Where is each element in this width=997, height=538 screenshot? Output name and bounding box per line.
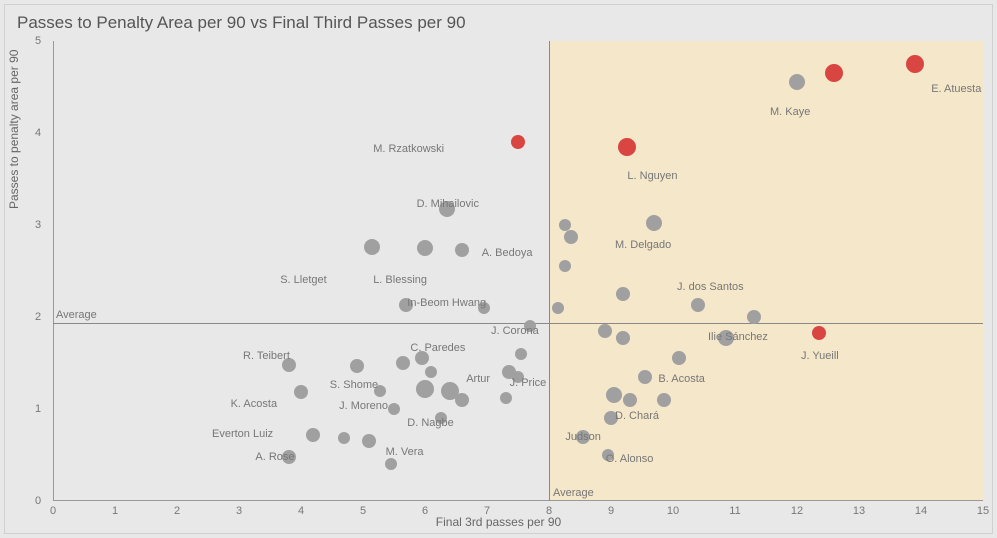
y-tick-label: 1 bbox=[35, 403, 41, 415]
data-point[interactable] bbox=[564, 230, 578, 244]
point-label: In-Beom Hwang bbox=[407, 297, 486, 309]
data-point[interactable] bbox=[515, 348, 527, 360]
point-label: S. Shome bbox=[330, 379, 378, 391]
x-tick-label: 0 bbox=[50, 505, 56, 517]
x-tick-label: 5 bbox=[360, 505, 366, 517]
data-point[interactable] bbox=[388, 403, 400, 415]
x-tick-label: 9 bbox=[608, 505, 614, 517]
avg-x-label: Average bbox=[553, 487, 594, 499]
x-tick-label: 13 bbox=[853, 505, 865, 517]
data-point[interactable] bbox=[616, 331, 630, 345]
data-point[interactable] bbox=[906, 55, 924, 73]
data-point[interactable] bbox=[825, 64, 843, 82]
data-point[interactable] bbox=[350, 359, 364, 373]
x-tick-label: 10 bbox=[667, 505, 679, 517]
point-label: S. Lletget bbox=[280, 274, 326, 286]
point-label: L. Nguyen bbox=[627, 170, 677, 182]
chart-title: Passes to Penalty Area per 90 vs Final T… bbox=[17, 13, 466, 33]
point-label: J. Corona bbox=[491, 325, 539, 337]
avg-y-label: Average bbox=[56, 309, 97, 321]
data-point[interactable] bbox=[294, 385, 308, 399]
point-label: E. Atuesta bbox=[931, 83, 981, 95]
data-point[interactable] bbox=[598, 324, 612, 338]
data-point[interactable] bbox=[417, 240, 433, 256]
point-label: Artur bbox=[466, 373, 490, 385]
point-label: A. Bedoya bbox=[482, 247, 533, 259]
x-tick-label: 11 bbox=[729, 505, 740, 517]
x-tick-label: 7 bbox=[484, 505, 490, 517]
data-point[interactable] bbox=[416, 380, 434, 398]
data-point[interactable] bbox=[623, 393, 637, 407]
x-tick-label: 8 bbox=[546, 505, 552, 517]
point-label: A. Rose bbox=[255, 451, 294, 463]
data-point[interactable] bbox=[385, 458, 397, 470]
x-tick-label: 6 bbox=[422, 505, 428, 517]
data-point[interactable] bbox=[606, 387, 622, 403]
scatter-chart: Passes to Penalty Area per 90 vs Final T… bbox=[4, 4, 993, 534]
point-label: J. dos Santos bbox=[677, 281, 744, 293]
data-point[interactable] bbox=[455, 393, 469, 407]
point-label: C. Paredes bbox=[410, 342, 465, 354]
y-axis-label: Passes to penalty area per 90 bbox=[7, 50, 21, 209]
data-point[interactable] bbox=[646, 215, 662, 231]
data-point[interactable] bbox=[691, 298, 705, 312]
data-point[interactable] bbox=[306, 428, 320, 442]
point-label: Everton Luiz bbox=[212, 428, 273, 440]
point-label: M. Vera bbox=[386, 446, 424, 458]
data-point[interactable] bbox=[618, 138, 636, 156]
point-label: J. Moreno bbox=[339, 400, 388, 412]
data-point[interactable] bbox=[747, 310, 761, 324]
x-tick-label: 1 bbox=[112, 505, 118, 517]
highlight-band bbox=[549, 41, 983, 501]
x-tick-label: 2 bbox=[174, 505, 180, 517]
point-label: M. Kaye bbox=[770, 106, 810, 118]
plot-area: AverageAverage01234567891011121314150123… bbox=[53, 41, 983, 501]
point-label: K. Acosta bbox=[231, 398, 277, 410]
data-point[interactable] bbox=[812, 326, 826, 340]
y-tick-label: 2 bbox=[35, 311, 41, 323]
data-point[interactable] bbox=[364, 239, 380, 255]
x-tick-label: 4 bbox=[298, 505, 304, 517]
point-label: Ilie Sánchez bbox=[708, 331, 768, 343]
data-point[interactable] bbox=[396, 356, 410, 370]
data-point[interactable] bbox=[672, 351, 686, 365]
data-point[interactable] bbox=[559, 260, 571, 272]
point-label: R. Teibert bbox=[243, 350, 290, 362]
point-label: L. Blessing bbox=[373, 274, 427, 286]
data-point[interactable] bbox=[362, 434, 376, 448]
point-label: D. Chará bbox=[615, 410, 659, 422]
data-point[interactable] bbox=[657, 393, 671, 407]
avg-x-line bbox=[549, 41, 550, 501]
point-label: D. Mihailovic bbox=[417, 198, 479, 210]
point-label: B. Acosta bbox=[658, 373, 704, 385]
data-point[interactable] bbox=[500, 392, 512, 404]
data-point[interactable] bbox=[789, 74, 805, 90]
x-axis-line bbox=[53, 500, 983, 501]
x-tick-label: 15 bbox=[977, 505, 989, 517]
data-point[interactable] bbox=[338, 432, 350, 444]
y-tick-label: 5 bbox=[35, 35, 41, 47]
x-tick-label: 3 bbox=[236, 505, 242, 517]
point-label: D. Nagbe bbox=[407, 417, 453, 429]
point-label: J. Price bbox=[510, 377, 547, 389]
data-point[interactable] bbox=[425, 366, 437, 378]
point-label: O. Alonso bbox=[606, 453, 654, 465]
x-tick-label: 12 bbox=[791, 505, 803, 517]
point-label: Judson bbox=[565, 431, 600, 443]
x-tick-label: 14 bbox=[915, 505, 927, 517]
data-point[interactable] bbox=[455, 243, 469, 257]
data-point[interactable] bbox=[511, 135, 525, 149]
data-point[interactable] bbox=[552, 302, 564, 314]
y-axis-line bbox=[53, 41, 54, 501]
data-point[interactable] bbox=[616, 287, 630, 301]
y-tick-label: 0 bbox=[35, 495, 41, 507]
y-tick-label: 4 bbox=[35, 127, 41, 139]
point-label: J. Yueill bbox=[801, 350, 839, 362]
data-point[interactable] bbox=[638, 370, 652, 384]
x-axis-label: Final 3rd passes per 90 bbox=[436, 515, 561, 529]
y-tick-label: 3 bbox=[35, 219, 41, 231]
point-label: M. Rzatkowski bbox=[373, 143, 444, 155]
point-label: M. Delgado bbox=[615, 239, 671, 251]
